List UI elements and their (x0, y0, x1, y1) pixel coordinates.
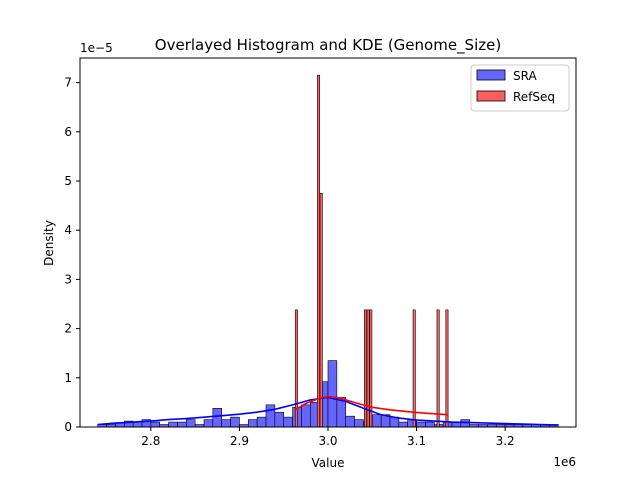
x-offset-label: 1e6 (553, 455, 576, 469)
bar-sra (168, 421, 178, 428)
kde-layer (97, 395, 559, 426)
legend-label-sra: SRA (513, 69, 537, 83)
x-axis-label: Value (312, 456, 345, 470)
bar-refseq (317, 74, 320, 428)
x-tick-label: 3.1 (407, 434, 426, 448)
bar-refseq (445, 309, 449, 428)
y-axis-label: Density (42, 220, 56, 266)
bar-sra (327, 360, 338, 428)
x-tick-label: 2.8 (141, 434, 160, 448)
bar-sra (371, 414, 382, 428)
ticks-layer: 2.8 2.9 3.0 3.1 3.2 0 1 2 3 4 5 6 7 (64, 76, 514, 448)
x-tick-label: 3.2 (496, 434, 515, 448)
y-tick-label: 0 (64, 420, 72, 434)
kde-line-sra (97, 396, 559, 426)
bar-sra (247, 419, 258, 428)
y-tick-label: 1 (64, 371, 72, 385)
bar-sra (221, 419, 231, 428)
chart-title: Overlayed Histogram and KDE (Genome_Size… (155, 36, 501, 55)
bar-sra (203, 419, 214, 428)
y-tick-label: 3 (64, 272, 72, 286)
legend-label-refseq: RefSeq (513, 90, 555, 104)
bar-sra (177, 421, 187, 428)
y-tick-label: 2 (64, 322, 72, 336)
bar-sra (301, 404, 311, 428)
x-tick-label: 3.0 (318, 434, 337, 448)
x-tick-label: 2.9 (230, 434, 249, 448)
bar-sra (345, 415, 355, 428)
bar-sra (150, 421, 161, 428)
bar-sra (274, 411, 285, 428)
kde-line-refseq (294, 395, 448, 416)
bar-refseq (319, 193, 323, 428)
y-tick-label: 5 (64, 174, 72, 188)
bar-refseq (412, 309, 416, 428)
y-tick-label: 6 (64, 125, 72, 139)
bar-sra (256, 416, 267, 428)
bar-sra (212, 408, 223, 428)
legend-swatch-sra (476, 69, 506, 81)
legend: SRA RefSeq (470, 64, 570, 112)
bar-sra (185, 419, 196, 428)
bar-refseq (369, 309, 373, 428)
y-offset-label: 1e−5 (80, 41, 113, 55)
legend-swatch-refseq (476, 90, 506, 102)
bar-sra (265, 404, 276, 428)
bar-sra (283, 416, 293, 428)
bar-sra (230, 416, 240, 428)
y-tick-label: 7 (64, 76, 72, 90)
y-tick-label: 4 (64, 223, 72, 237)
bar-refseq (436, 309, 440, 428)
bar-sra (354, 419, 364, 428)
bar-sra (425, 421, 435, 428)
bar-sra (416, 421, 426, 428)
bar-sra (398, 421, 409, 428)
